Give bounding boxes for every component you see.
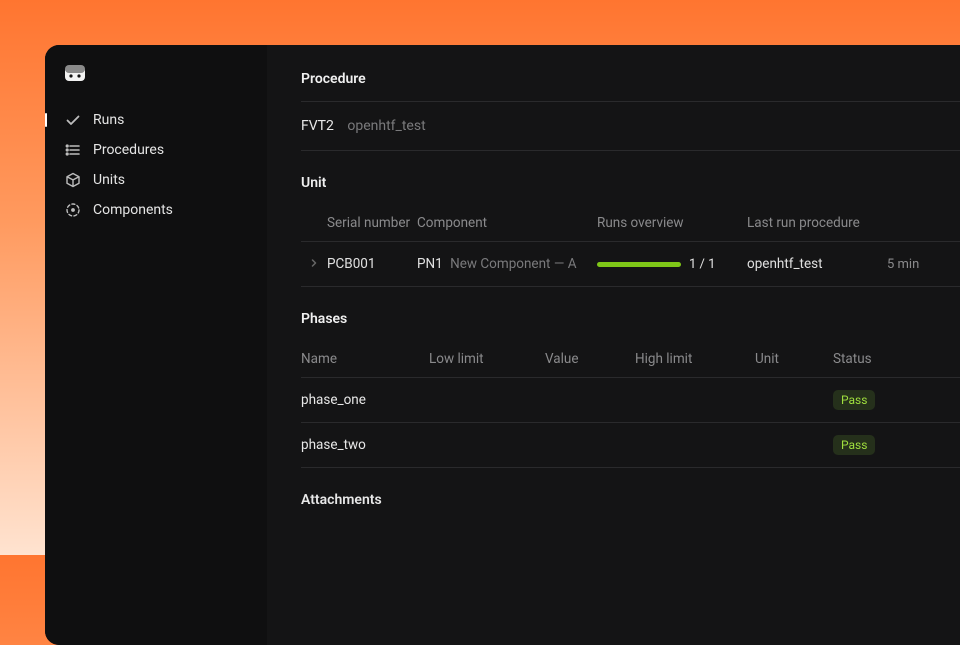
expand-toggle[interactable] (301, 259, 327, 270)
phase-col-unit: Unit (755, 351, 833, 367)
phase-col-value: Value (545, 351, 635, 367)
target-icon (65, 202, 81, 218)
col-serial-header: Serial number (327, 215, 417, 231)
phase-status: Pass (833, 435, 913, 455)
component-name: New Component — A (450, 256, 576, 272)
phase-row[interactable]: phase_one Pass (301, 378, 960, 423)
chevron-right-icon (310, 259, 318, 270)
procedure-row[interactable]: FVT2 openhtf_test (301, 102, 960, 151)
procedure-code: FVT2 (301, 118, 334, 134)
cube-icon (65, 172, 81, 188)
phases-section: Phases Name Low limit Value High limit U… (301, 311, 960, 468)
phase-status: Pass (833, 390, 913, 410)
component-code: PN1 (417, 256, 443, 272)
runs-progress-bar (597, 262, 681, 267)
phase-col-high: High limit (635, 351, 755, 367)
unit-table-row[interactable]: PCB001 PN1 New Component — A 1 / 1 openh… (301, 242, 960, 287)
unit-heading: Unit (301, 175, 960, 191)
phases-table-header: Name Low limit Value High limit Unit Sta… (301, 341, 960, 378)
sidebar: Runs Procedures Units Components (45, 45, 267, 645)
unit-last-procedure: openhtf_test (747, 256, 887, 272)
attachments-heading: Attachments (301, 492, 960, 508)
app-window: Runs Procedures Units Components Procedu… (45, 45, 960, 645)
phases-heading: Phases (301, 311, 960, 327)
sidebar-item-units[interactable]: Units (45, 165, 267, 195)
sidebar-item-label: Procedures (93, 142, 164, 158)
sidebar-item-label: Units (93, 172, 125, 188)
unit-last-time: 5 min (887, 257, 947, 272)
procedure-heading: Procedure (301, 71, 960, 87)
procedure-name: openhtf_test (347, 118, 425, 134)
sidebar-item-label: Components (93, 202, 173, 218)
sidebar-item-procedures[interactable]: Procedures (45, 135, 267, 165)
col-last-header: Last run procedure (747, 215, 887, 231)
app-logo (65, 63, 87, 85)
sidebar-item-label: Runs (93, 112, 124, 128)
phase-row[interactable]: phase_two Pass (301, 423, 960, 468)
unit-runs-overview: 1 / 1 (597, 257, 747, 272)
main-content: Procedure FVT2 openhtf_test Unit Serial … (267, 45, 960, 645)
unit-serial: PCB001 (327, 256, 417, 272)
unit-component: PN1 New Component — A (417, 256, 597, 272)
phase-name: phase_two (301, 437, 429, 453)
check-icon (65, 112, 81, 128)
status-badge-pass: Pass (833, 390, 875, 410)
phase-col-status: Status (833, 351, 913, 367)
phase-col-low: Low limit (429, 351, 545, 367)
phase-name: phase_one (301, 392, 429, 408)
status-badge-pass: Pass (833, 435, 875, 455)
unit-section: Unit Serial number Component Runs overvi… (301, 175, 960, 287)
runs-count: 1 / 1 (689, 257, 715, 272)
unit-table: Serial number Component Runs overview La… (301, 205, 960, 287)
sidebar-item-components[interactable]: Components (45, 195, 267, 225)
list-icon (65, 142, 81, 158)
phase-col-name: Name (301, 351, 429, 367)
col-runs-header: Runs overview (597, 215, 747, 231)
col-component-header: Component (417, 215, 597, 231)
sidebar-item-runs[interactable]: Runs (45, 105, 267, 135)
unit-table-header: Serial number Component Runs overview La… (301, 205, 960, 242)
